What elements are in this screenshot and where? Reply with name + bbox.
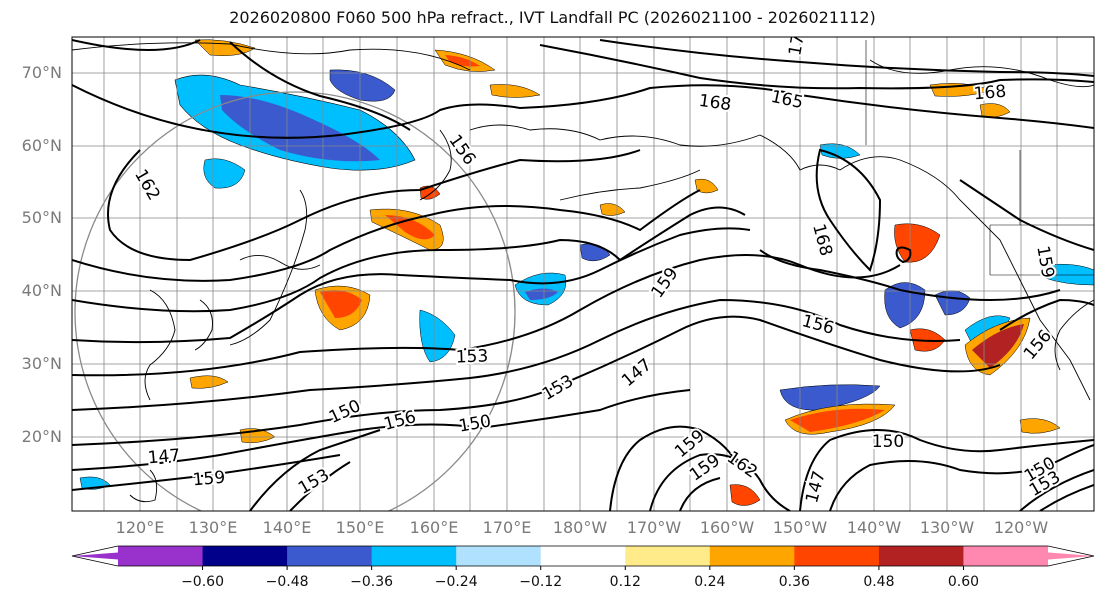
negative-anomaly-patch: [884, 282, 926, 329]
negative-anomaly-patch: [329, 69, 396, 102]
longitude-label: 170°E: [482, 518, 532, 537]
colorbar-segment: [878, 546, 964, 566]
positive-anomaly-patch: [729, 484, 761, 506]
negative-anomaly-patch: [203, 158, 246, 189]
latitude-label: 20°N: [21, 427, 62, 446]
colorbar-segment: [456, 546, 542, 566]
positive-anomaly-patch: [790, 408, 885, 432]
colorbar: [71, 545, 1095, 570]
colorbar-segment: [794, 546, 880, 566]
colorbar-tick-label: −0.48: [265, 574, 309, 590]
contour-label: 150: [872, 432, 904, 452]
longitude-label: 150°E: [335, 518, 385, 537]
positive-anomaly-patch: [894, 223, 941, 263]
longitude-label: 180°W: [552, 518, 608, 537]
colorbar-tick-label: −0.24: [434, 574, 478, 590]
coastlines: [72, 42, 1094, 503]
latitude-label: 50°N: [21, 208, 62, 227]
contour-label: 159: [192, 468, 226, 491]
refractivity-contours: [72, 39, 1094, 511]
colorbar-tick-label: −0.36: [350, 574, 394, 590]
contour-label: 168: [973, 82, 1007, 105]
longitude-label: 120°E: [115, 518, 165, 537]
colorbar-segment: [625, 546, 711, 566]
map-title: 2026020800 F060 500 hPa refract., IVT La…: [229, 8, 876, 27]
positive-anomaly-patch: [1019, 418, 1061, 434]
colorbar-tick-label: 0.36: [778, 574, 810, 590]
contour-label: 17: [785, 33, 808, 58]
positive-anomaly-patch: [599, 203, 626, 216]
colorbar-segment: [963, 546, 1048, 566]
latitude-label: 30°N: [21, 354, 62, 373]
colorbar-tick-label: 0.24: [694, 574, 726, 590]
longitude-label: 130°W: [919, 518, 975, 537]
longitude-label: 160°W: [699, 518, 755, 537]
colorbar-tick-label: −0.12: [519, 574, 563, 590]
longitude-label: 170°W: [626, 518, 682, 537]
positive-anomaly-patch: [445, 55, 480, 67]
longitude-label: 140°E: [262, 518, 312, 537]
negative-anomaly-patch: [220, 95, 380, 162]
longitude-label: 150°W: [772, 518, 828, 537]
positive-anomaly-patch: [489, 84, 541, 98]
positive-anomaly-patch: [320, 290, 362, 318]
longitude-label: 140°W: [846, 518, 902, 537]
contour-label: 153: [455, 346, 488, 367]
negative-anomaly-patch: [819, 143, 861, 159]
colorbar-tick-label: −0.60: [181, 574, 224, 590]
colorbar-tick-label: 0.48: [863, 574, 895, 590]
longitude-label: 160°E: [409, 518, 459, 537]
colorbar-segment: [540, 546, 626, 566]
positive-anomaly-patch: [972, 324, 1024, 368]
borders: [865, 40, 1094, 276]
colorbar-segment: [371, 546, 457, 566]
colorbar-segment: [287, 546, 373, 566]
longitude-label: 120°W: [993, 518, 1049, 537]
colorbar-segment: [118, 546, 204, 566]
latitude-label: 60°N: [21, 136, 62, 155]
colorbar-segment: [202, 546, 288, 566]
negative-anomaly-patch: [779, 384, 881, 411]
latitude-label: 70°N: [21, 63, 62, 82]
ivt-shading: [79, 39, 1094, 506]
graticule: [72, 37, 1094, 511]
contour-label: 147: [147, 446, 181, 469]
positive-anomaly-patch: [694, 178, 719, 194]
map-frame: [71, 36, 1095, 512]
colorbar-outline: [71, 545, 1095, 567]
positive-anomaly-patch: [189, 375, 229, 389]
colorbar-segment: [709, 546, 795, 566]
colorbar-tick-label: 0.12: [609, 574, 641, 590]
latitude-label: 40°N: [21, 281, 62, 300]
range-circle: [74, 91, 516, 511]
positive-anomaly-patch: [385, 215, 435, 240]
colorbar-tick-label: 0.60: [947, 574, 980, 590]
longitude-label: 130°E: [188, 518, 238, 537]
